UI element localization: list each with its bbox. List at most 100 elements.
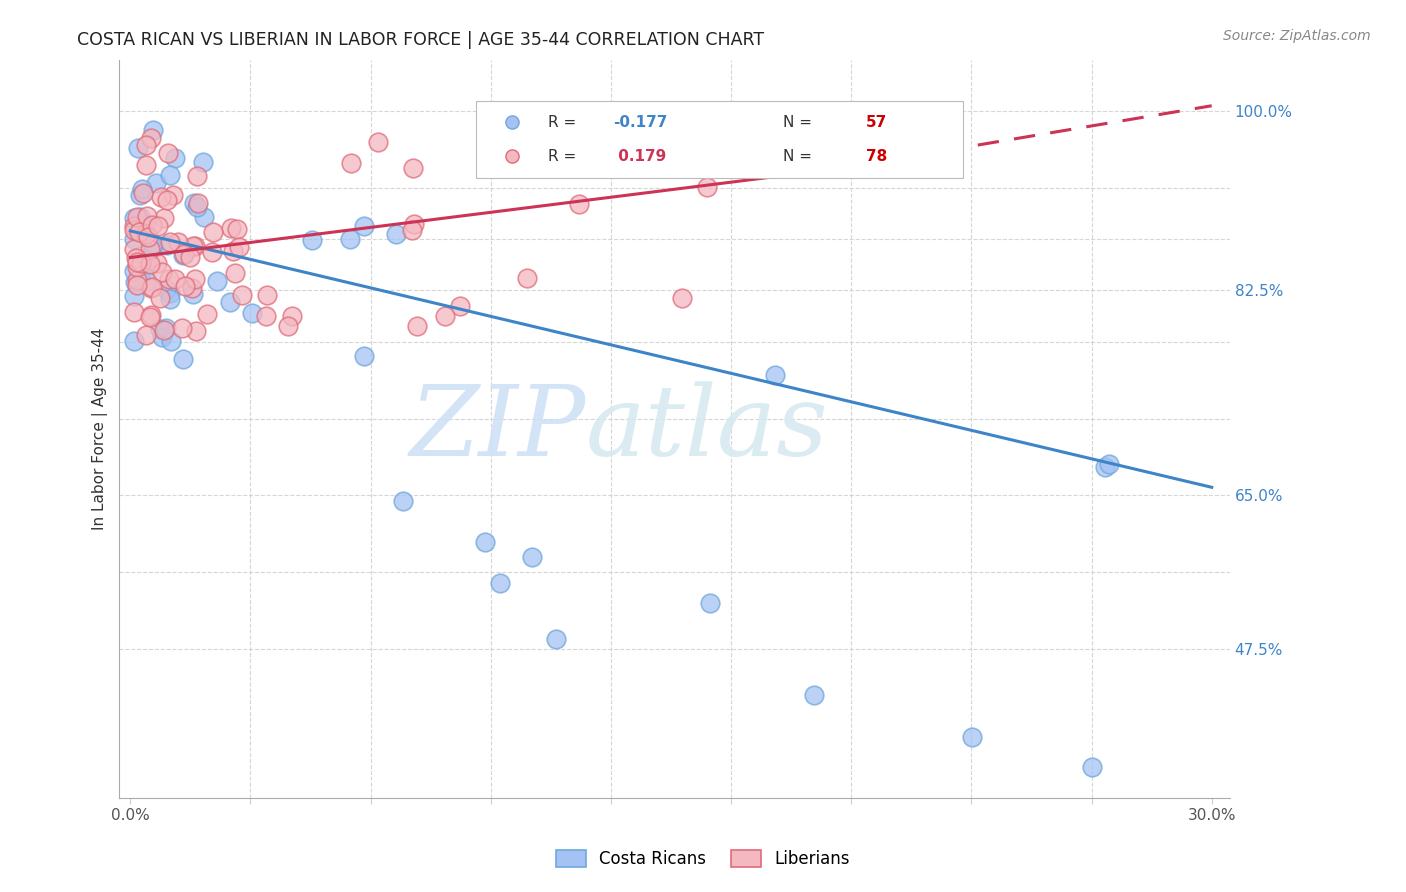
Point	[254, 309, 277, 323]
Point	[191, 155, 214, 169]
Point	[139, 309, 162, 323]
Point	[149, 190, 172, 204]
Point	[153, 211, 176, 225]
Point	[135, 251, 157, 265]
Point	[125, 211, 148, 225]
Point	[803, 689, 825, 703]
Point	[159, 292, 181, 306]
Point	[228, 240, 250, 254]
Point	[184, 239, 207, 253]
Text: COSTA RICAN VS LIBERIAN IN LABOR FORCE | AGE 35-44 CORRELATION CHART: COSTA RICAN VS LIBERIAN IN LABOR FORCE |…	[77, 31, 765, 49]
Point	[339, 232, 361, 246]
Point	[159, 334, 181, 349]
Point	[225, 222, 247, 236]
Point	[186, 324, 208, 338]
Point	[167, 235, 190, 249]
Point	[155, 321, 177, 335]
Point	[501, 115, 523, 129]
Point	[142, 122, 165, 136]
Point	[501, 149, 523, 163]
Point	[122, 242, 145, 256]
Point	[127, 277, 149, 292]
FancyBboxPatch shape	[477, 101, 963, 178]
Point	[183, 196, 205, 211]
Text: N =: N =	[783, 115, 817, 129]
Point	[367, 136, 389, 150]
Point	[184, 272, 207, 286]
Text: ZIP: ZIP	[409, 381, 586, 476]
Point	[353, 350, 375, 364]
Point	[134, 328, 156, 343]
Point	[139, 281, 162, 295]
Text: atlas: atlas	[586, 381, 828, 476]
Point	[135, 158, 157, 172]
Point	[277, 319, 299, 334]
Point	[353, 219, 375, 234]
Point	[219, 220, 242, 235]
Point	[1098, 457, 1121, 471]
Point	[489, 575, 512, 590]
Point	[159, 235, 181, 249]
Point	[138, 310, 160, 325]
Point	[142, 236, 165, 251]
Point	[156, 193, 179, 207]
Point	[222, 244, 245, 259]
Point	[146, 256, 169, 270]
Point	[172, 352, 194, 367]
Point	[172, 321, 194, 335]
Point	[122, 211, 145, 225]
Point	[142, 242, 165, 256]
Point	[181, 286, 204, 301]
Text: R =: R =	[548, 115, 582, 129]
Point	[256, 288, 278, 302]
Point	[163, 152, 186, 166]
Text: 57: 57	[866, 115, 887, 129]
Point	[122, 334, 145, 348]
Point	[187, 196, 209, 211]
Point	[162, 188, 184, 202]
Text: N =: N =	[783, 148, 817, 163]
Point	[136, 257, 159, 271]
Point	[492, 136, 515, 150]
Point	[699, 596, 721, 610]
Point	[124, 276, 146, 290]
Point	[159, 285, 181, 300]
Point	[157, 272, 180, 286]
Text: R =: R =	[548, 148, 582, 163]
Point	[141, 280, 163, 294]
Point	[135, 138, 157, 153]
Point	[145, 176, 167, 190]
Point	[127, 141, 149, 155]
Point	[449, 299, 471, 313]
Point	[152, 323, 174, 337]
Point	[960, 730, 983, 744]
Point	[186, 169, 208, 184]
Point	[671, 291, 693, 305]
Point	[546, 632, 568, 646]
Text: Source: ZipAtlas.com: Source: ZipAtlas.com	[1223, 29, 1371, 43]
Point	[231, 288, 253, 302]
Point	[172, 248, 194, 262]
Point	[240, 305, 263, 319]
Legend: Costa Ricans, Liberians: Costa Ricans, Liberians	[550, 843, 856, 875]
Point	[385, 227, 408, 242]
Point	[129, 210, 152, 224]
Point	[173, 247, 195, 261]
Point	[150, 330, 173, 344]
Point	[122, 222, 145, 236]
Point	[139, 130, 162, 145]
Point	[136, 209, 159, 223]
Point	[402, 161, 425, 176]
Point	[405, 319, 427, 334]
Point	[392, 493, 415, 508]
Point	[195, 307, 218, 321]
Point	[173, 278, 195, 293]
Point	[200, 244, 222, 259]
Point	[201, 225, 224, 239]
Point	[763, 368, 786, 383]
Point	[516, 271, 538, 285]
Point	[127, 272, 149, 286]
Point	[156, 146, 179, 161]
Point	[122, 232, 145, 246]
Point	[181, 239, 204, 253]
